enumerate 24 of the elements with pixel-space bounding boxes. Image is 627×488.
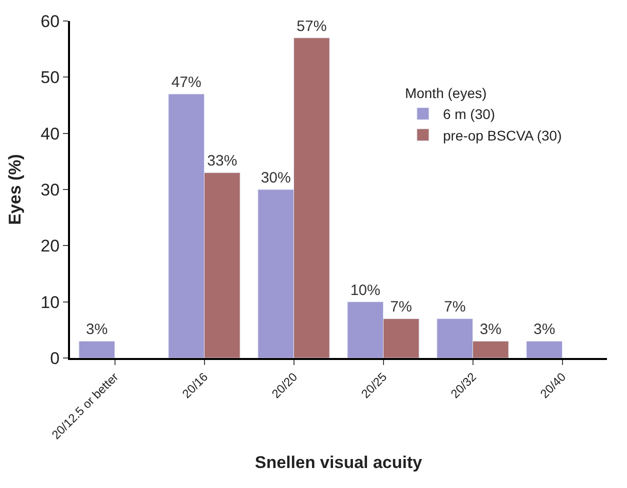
bar [78,340,115,358]
y-tick-label: 0 [50,348,60,368]
y-tick-label: 10 [40,292,60,312]
y-axis-title: Eyes (%) [6,154,25,225]
data-label: 33% [207,152,238,170]
data-label: 10% [350,282,380,299]
x-axis-title: Snellen visual acuity [254,452,423,472]
legend-label: 6 m (30) [442,106,496,122]
y-tick-label: 60 [40,12,60,31]
bar [526,340,562,358]
data-label: 7% [390,298,412,316]
y-tick-label: 40 [40,124,60,144]
data-label: 3% [86,321,108,338]
legend-label: pre-op BSCVA (30) [442,127,562,144]
data-label: 3% [534,321,556,338]
y-tick-label: 50 [40,68,60,88]
data-label: 47% [171,74,202,92]
data-label: 57% [296,18,327,35]
y-tick-label: 20 [40,236,60,256]
y-tick-label: 30 [40,180,60,200]
data-label: 3% [480,321,502,338]
data-label: 30% [260,170,291,186]
data-label: 7% [444,298,466,316]
legend-title: Month (eyes) [404,85,487,102]
